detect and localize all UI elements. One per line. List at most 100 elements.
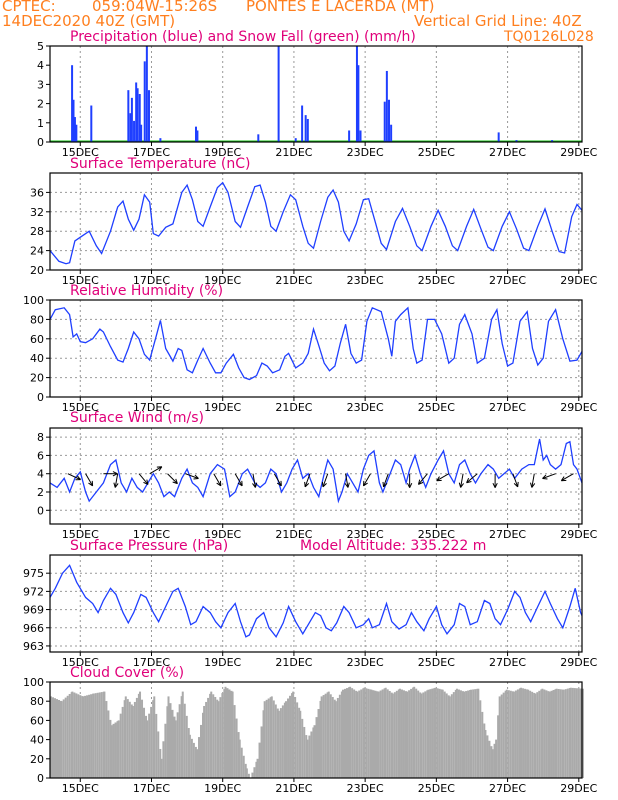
precip-xtick-label: 23DEC	[347, 146, 384, 159]
cloud-bar	[522, 688, 525, 778]
precip-xtick-label: 17DEC	[133, 146, 170, 159]
wind-vector	[85, 473, 94, 487]
model-code: TQ0126L028	[504, 29, 594, 45]
cloud-bar	[143, 707, 146, 778]
cloud-bar	[370, 689, 373, 778]
cloud-bar	[386, 689, 389, 778]
cloud-bar	[393, 692, 396, 778]
cloud-title: Cloud Cover (%)	[70, 665, 185, 681]
rh-ytick-label: 40	[30, 352, 44, 365]
cloud-bar	[276, 708, 279, 778]
wind-line	[49, 438, 583, 504]
cloud-bar	[212, 694, 215, 778]
cloud-bar	[238, 739, 241, 778]
cloud-bar	[306, 739, 309, 778]
pres-ytick-label: 972	[23, 585, 44, 598]
cloud-bar	[141, 699, 144, 778]
cloud-bar	[500, 694, 503, 778]
cloud-ytick-label: 60	[30, 714, 44, 727]
cloud-bar	[130, 704, 133, 778]
wind-vector-head	[492, 482, 498, 488]
cloud-bar	[235, 718, 238, 778]
precip-bar	[359, 130, 362, 142]
cloud-bar	[491, 749, 494, 778]
cloud-bar	[534, 693, 537, 778]
rh-xtick-label: 27DEC	[489, 401, 526, 414]
wind-vector-head	[466, 477, 472, 484]
cloud-bar	[438, 688, 441, 778]
precip-bar	[277, 46, 280, 142]
pres-ytick-label: 969	[23, 604, 44, 617]
header-grid-note: Vertical Grid Line: 40Z	[414, 12, 582, 30]
wind-vector-head	[113, 482, 119, 488]
cloud-bar	[194, 746, 197, 778]
cloud-bar	[467, 690, 470, 778]
cloud-bar	[455, 688, 458, 778]
cloud-bar	[192, 742, 195, 778]
wind-vector	[466, 473, 478, 484]
cloud-bar	[315, 717, 318, 778]
cloud-bar	[205, 701, 208, 778]
precip-bar	[390, 124, 393, 142]
cloud-bar	[240, 747, 243, 778]
temp-title: Surface Temperature (nC)	[70, 156, 251, 172]
precip-bar	[348, 130, 351, 142]
temp-ytick-label: 32	[30, 206, 44, 219]
cloud-bar	[488, 740, 491, 778]
cloud-bar	[511, 691, 514, 778]
cloud-bar	[237, 732, 240, 778]
cloud-bar	[353, 689, 356, 778]
cloud-bar	[383, 688, 386, 778]
cloud-bar	[557, 688, 560, 778]
cloud-bar	[445, 693, 448, 778]
precip-bar	[257, 134, 260, 142]
cloud-bar	[581, 688, 584, 778]
cloud-bar	[100, 692, 103, 778]
wind-vector-head	[252, 482, 258, 488]
cloud-bar	[400, 689, 403, 778]
wind-vector	[114, 473, 119, 488]
pres-xtick-label: 17DEC	[133, 656, 170, 669]
cloud-bar	[379, 690, 382, 778]
cloud-bar	[255, 761, 258, 778]
precip-bar	[387, 99, 390, 142]
cloud-bar	[60, 701, 63, 778]
wind-ytick-label: 8	[37, 431, 44, 444]
cloud-bar	[543, 689, 546, 778]
wind-vector-head	[344, 482, 350, 488]
cloud-bar	[441, 689, 444, 778]
cloud-bar	[66, 695, 69, 778]
precip-bar	[355, 46, 358, 142]
cloud-bar	[402, 690, 405, 778]
precip-ytick-label: 1	[37, 117, 44, 130]
cloud-bar	[398, 688, 401, 778]
precip-xtick-label: 21DEC	[275, 146, 312, 159]
precip-bar	[147, 90, 150, 142]
cloud-bar	[376, 691, 379, 778]
cloud-bar	[429, 689, 432, 778]
cloud-bar	[178, 704, 181, 778]
cloud-bar	[162, 741, 165, 778]
wind-vector	[252, 473, 256, 488]
wind-vector-head	[156, 466, 163, 472]
temp-xtick-label: 21DEC	[275, 274, 312, 287]
cloud-bar	[384, 687, 387, 778]
cloud-bar	[545, 690, 548, 778]
cloud-bar	[481, 711, 484, 778]
cloud-bar	[199, 724, 202, 778]
precip-ytick-label: 0	[37, 136, 44, 149]
cloud-bar	[242, 755, 245, 778]
rh-ytick-label: 80	[30, 313, 44, 326]
cloud-bar	[360, 689, 363, 778]
cloud-bar	[412, 687, 415, 778]
temp-xtick-label: 25DEC	[418, 274, 455, 287]
cloud-bar	[82, 696, 85, 778]
cloud-bar	[231, 691, 234, 778]
cloud-bar	[505, 689, 508, 778]
cloud-bar	[109, 719, 112, 778]
wind-vector	[273, 473, 282, 487]
wind-vector-head	[436, 476, 442, 482]
wind-xtick-label: 27DEC	[489, 528, 526, 541]
cloud-bar	[465, 691, 468, 778]
wind-xtick-label: 21DEC	[275, 528, 312, 541]
